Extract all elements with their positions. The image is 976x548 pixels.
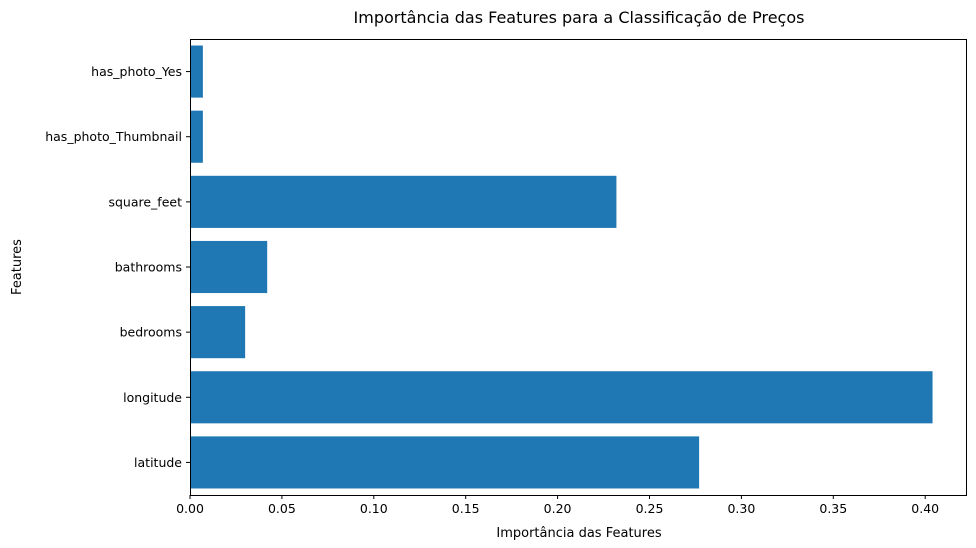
- plot-frame: [190, 39, 967, 496]
- bars-group: [190, 45, 933, 489]
- x-tick-label-7: 0.35: [819, 501, 847, 516]
- y-tick-label-square-feet: square_feet: [108, 194, 182, 209]
- y-tick-label-bedrooms: bedrooms: [120, 325, 182, 340]
- y-tick-label-bathrooms: bathrooms: [115, 260, 182, 275]
- y-tick-label-has-photo-thumbnail: has_photo_Thumbnail: [45, 129, 182, 144]
- y-ticks-group: latitude longitude bedrooms bathrooms square…: [45, 64, 190, 470]
- chart-title: Importância das Features para a Classifi…: [354, 8, 805, 27]
- y-tick-label-latitude: latitude: [134, 455, 182, 470]
- x-tick-label-0: 0.00: [176, 501, 204, 516]
- x-axis-label: Importância das Features: [496, 526, 661, 541]
- y-tick-label-has-photo-yes: has_photo_Yes: [91, 64, 182, 79]
- x-tick-label-4: 0.20: [544, 501, 572, 516]
- bar-latitude: [190, 436, 700, 489]
- bar-bedrooms: [190, 306, 246, 359]
- bar-bathrooms: [190, 240, 268, 294]
- bar-has-photo-yes: [190, 45, 203, 98]
- bar-square-feet: [190, 175, 617, 228]
- x-tick-label-2: 0.10: [360, 501, 388, 516]
- x-ticks-group: 0.00 0.05 0.10 0.15 0.20 0.25 0.30 0.35 0.40: [176, 495, 939, 516]
- x-tick-label-6: 0.30: [727, 501, 755, 516]
- bar-has-photo-thumbnail: [190, 110, 203, 163]
- bar-longitude: [190, 371, 933, 424]
- y-axis-label: Features: [10, 239, 25, 295]
- x-tick-label-8: 0.40: [911, 501, 939, 516]
- y-tick-label-longitude: longitude: [123, 390, 182, 405]
- x-tick-label-3: 0.15: [452, 501, 480, 516]
- x-tick-label-1: 0.05: [268, 501, 296, 516]
- x-tick-label-5: 0.25: [636, 501, 664, 516]
